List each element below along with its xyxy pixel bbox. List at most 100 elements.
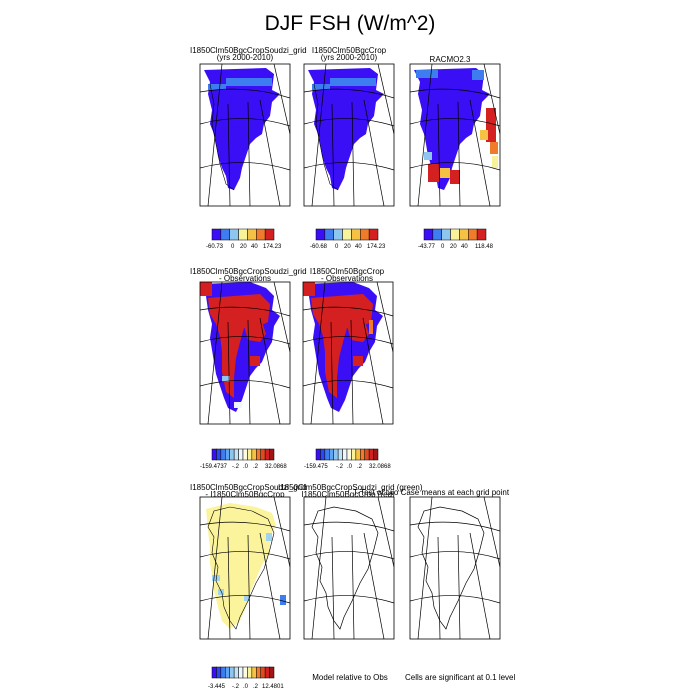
map-panel-9 [409,496,501,640]
colorbar-4-min: -159.4737 [200,464,228,470]
colorbar-2-min: -60.68 [310,244,328,250]
colorbar-panel-1 [211,228,275,241]
panel-1-title: I1850Clm50BgcCropSoudzi_grid [190,46,307,55]
colorbar-swatch [260,666,266,679]
colorbar-2-tick-c: 40 [355,244,362,250]
panel-8-caption: Model relative to Obs [312,673,388,682]
colorbar-4-tick-c: .2 [253,464,259,470]
colorbar-5-max: 32.0868 [369,464,391,470]
colorbar-swatch [337,448,343,461]
colorbar-swatch [256,666,261,679]
colorbar-1-tick-a: 0 [231,244,235,250]
colorbar-swatch [229,666,235,679]
colorbar-3-tick-a: 0 [441,244,445,250]
colorbar-swatch [355,448,361,461]
colorbar-swatch [441,228,451,241]
panel-7-subtitle: - I1850Clm50BgcCrop [205,490,285,499]
panel-5-title: I1850Clm50BgcCrop [309,267,385,276]
colorbar-swatch [360,448,365,461]
colorbar-swatch [315,448,321,461]
panel-9-caption: Cells are significant at 0.1 level [405,673,516,682]
colorbar-swatch [229,228,239,241]
colorbar-swatch [329,448,334,461]
map-panel-3 [409,63,501,207]
colorbar-panel-3 [423,228,487,241]
panel-4-subtitle: - Observations [218,274,272,283]
colorbar-swatch [346,448,352,461]
panel-5-subtitle: - Observations [320,274,374,283]
colorbar-2-tick-a: 0 [335,244,339,250]
panel-1-subtitle: (yrs 2000-2010) [216,53,274,62]
colorbar-panel-4 [211,448,275,461]
colorbar-swatch [373,448,379,461]
colorbar-swatch [324,448,330,461]
colorbar-swatch [211,448,217,461]
page-title: DJF FSH (W/m^2) [264,12,436,35]
panel-7-title: I1850Clm50BgcCropSoudzi_grid [190,483,307,492]
colorbar-swatch [233,666,239,679]
colorbar-swatch [351,228,361,241]
colorbar-4-max: 32.0868 [265,464,287,470]
colorbar-swatch [225,448,230,461]
colorbar-7-max: 12.4801 [262,684,284,690]
map-panel-1 [199,63,291,207]
colorbar-swatch [432,228,442,241]
map-panel-4 [199,281,291,425]
colorbar-swatch [342,228,352,241]
colorbar-3-min: -43.77 [418,244,436,250]
panel-8-title: I1850Clm50BgcCropSoudzi_grid (green) [278,483,423,492]
panel-2-title: I1850Clm50BgcCrop [311,46,387,55]
panel-8-subtitle: I1850Clm50BgcCrop (red) [301,490,395,499]
colorbar-5-min: -159.475 [304,464,328,470]
colorbar-swatch [216,448,222,461]
colorbar-4-tick-a: -.2 [232,464,240,470]
map-panel-5 [302,281,394,425]
colorbar-panel-2 [315,228,379,241]
colorbar-swatch [320,448,326,461]
colorbar-swatch [220,228,230,241]
colorbar-swatch [242,666,248,679]
colorbar-swatch [211,228,222,241]
colorbar-3-tick-c: 40 [461,244,468,250]
colorbar-swatch [260,448,266,461]
panel-9-title: T-Test of two Case means at each grid po… [353,488,510,497]
panel-4-title: I1850Clm50BgcCropSoudzi_grid [190,267,307,276]
colorbar-swatch [368,228,379,241]
colorbar-swatch [368,448,374,461]
colorbar-swatch [229,448,235,461]
colorbar-1-tick-b: 20 [240,244,247,250]
colorbar-swatch [333,448,339,461]
colorbar-1-max: 174.23 [263,244,282,250]
colorbar-swatch [251,448,257,461]
colorbar-swatch [269,666,275,679]
colorbar-swatch [468,228,478,241]
colorbar-swatch [242,448,248,461]
colorbar-swatch [351,448,357,461]
colorbar-swatch [264,448,270,461]
colorbar-panel-5 [315,448,379,461]
colorbar-swatch [211,666,217,679]
colorbar-swatch [364,448,370,461]
colorbar-5-tick-b: .0 [347,464,353,470]
colorbar-2-tick-b: 20 [344,244,351,250]
colorbar-7-tick-b: .0 [243,684,249,690]
colorbar-1-min: -60.73 [206,244,224,250]
colorbar-7-tick-a: -.2 [232,684,240,690]
colorbar-swatch [225,666,230,679]
colorbar-swatch [216,666,222,679]
colorbar-swatch [238,228,248,241]
colorbar-3-max: 118.48 [475,244,494,250]
colorbar-swatch [238,448,244,461]
colorbar-swatch [333,228,343,241]
map-panel-2 [303,63,395,207]
colorbar-1-tick-c: 40 [251,244,258,250]
colorbar-swatch [256,448,261,461]
colorbar-swatch [423,228,434,241]
panel-2-subtitle: (yrs 2000-2010) [320,53,378,62]
colorbar-swatch [233,448,239,461]
colorbar-swatch [342,448,348,461]
colorbar-swatch [247,448,253,461]
colorbar-swatch [459,228,469,241]
colorbar-swatch [269,448,275,461]
